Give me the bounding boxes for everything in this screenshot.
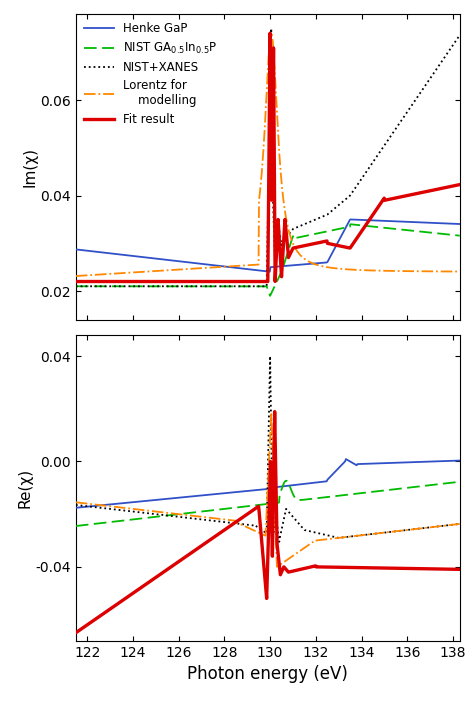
X-axis label: Photon energy (eV): Photon energy (eV) bbox=[187, 665, 348, 683]
Y-axis label: Re(χ): Re(χ) bbox=[18, 467, 33, 508]
Y-axis label: Im(χ): Im(χ) bbox=[22, 147, 37, 187]
Legend: Henke GaP, NIST GA$_{0.5}$In$_{0.5}$P, NIST+XANES, Lorentz for
    modelling, Fi: Henke GaP, NIST GA$_{0.5}$In$_{0.5}$P, N… bbox=[82, 20, 220, 128]
